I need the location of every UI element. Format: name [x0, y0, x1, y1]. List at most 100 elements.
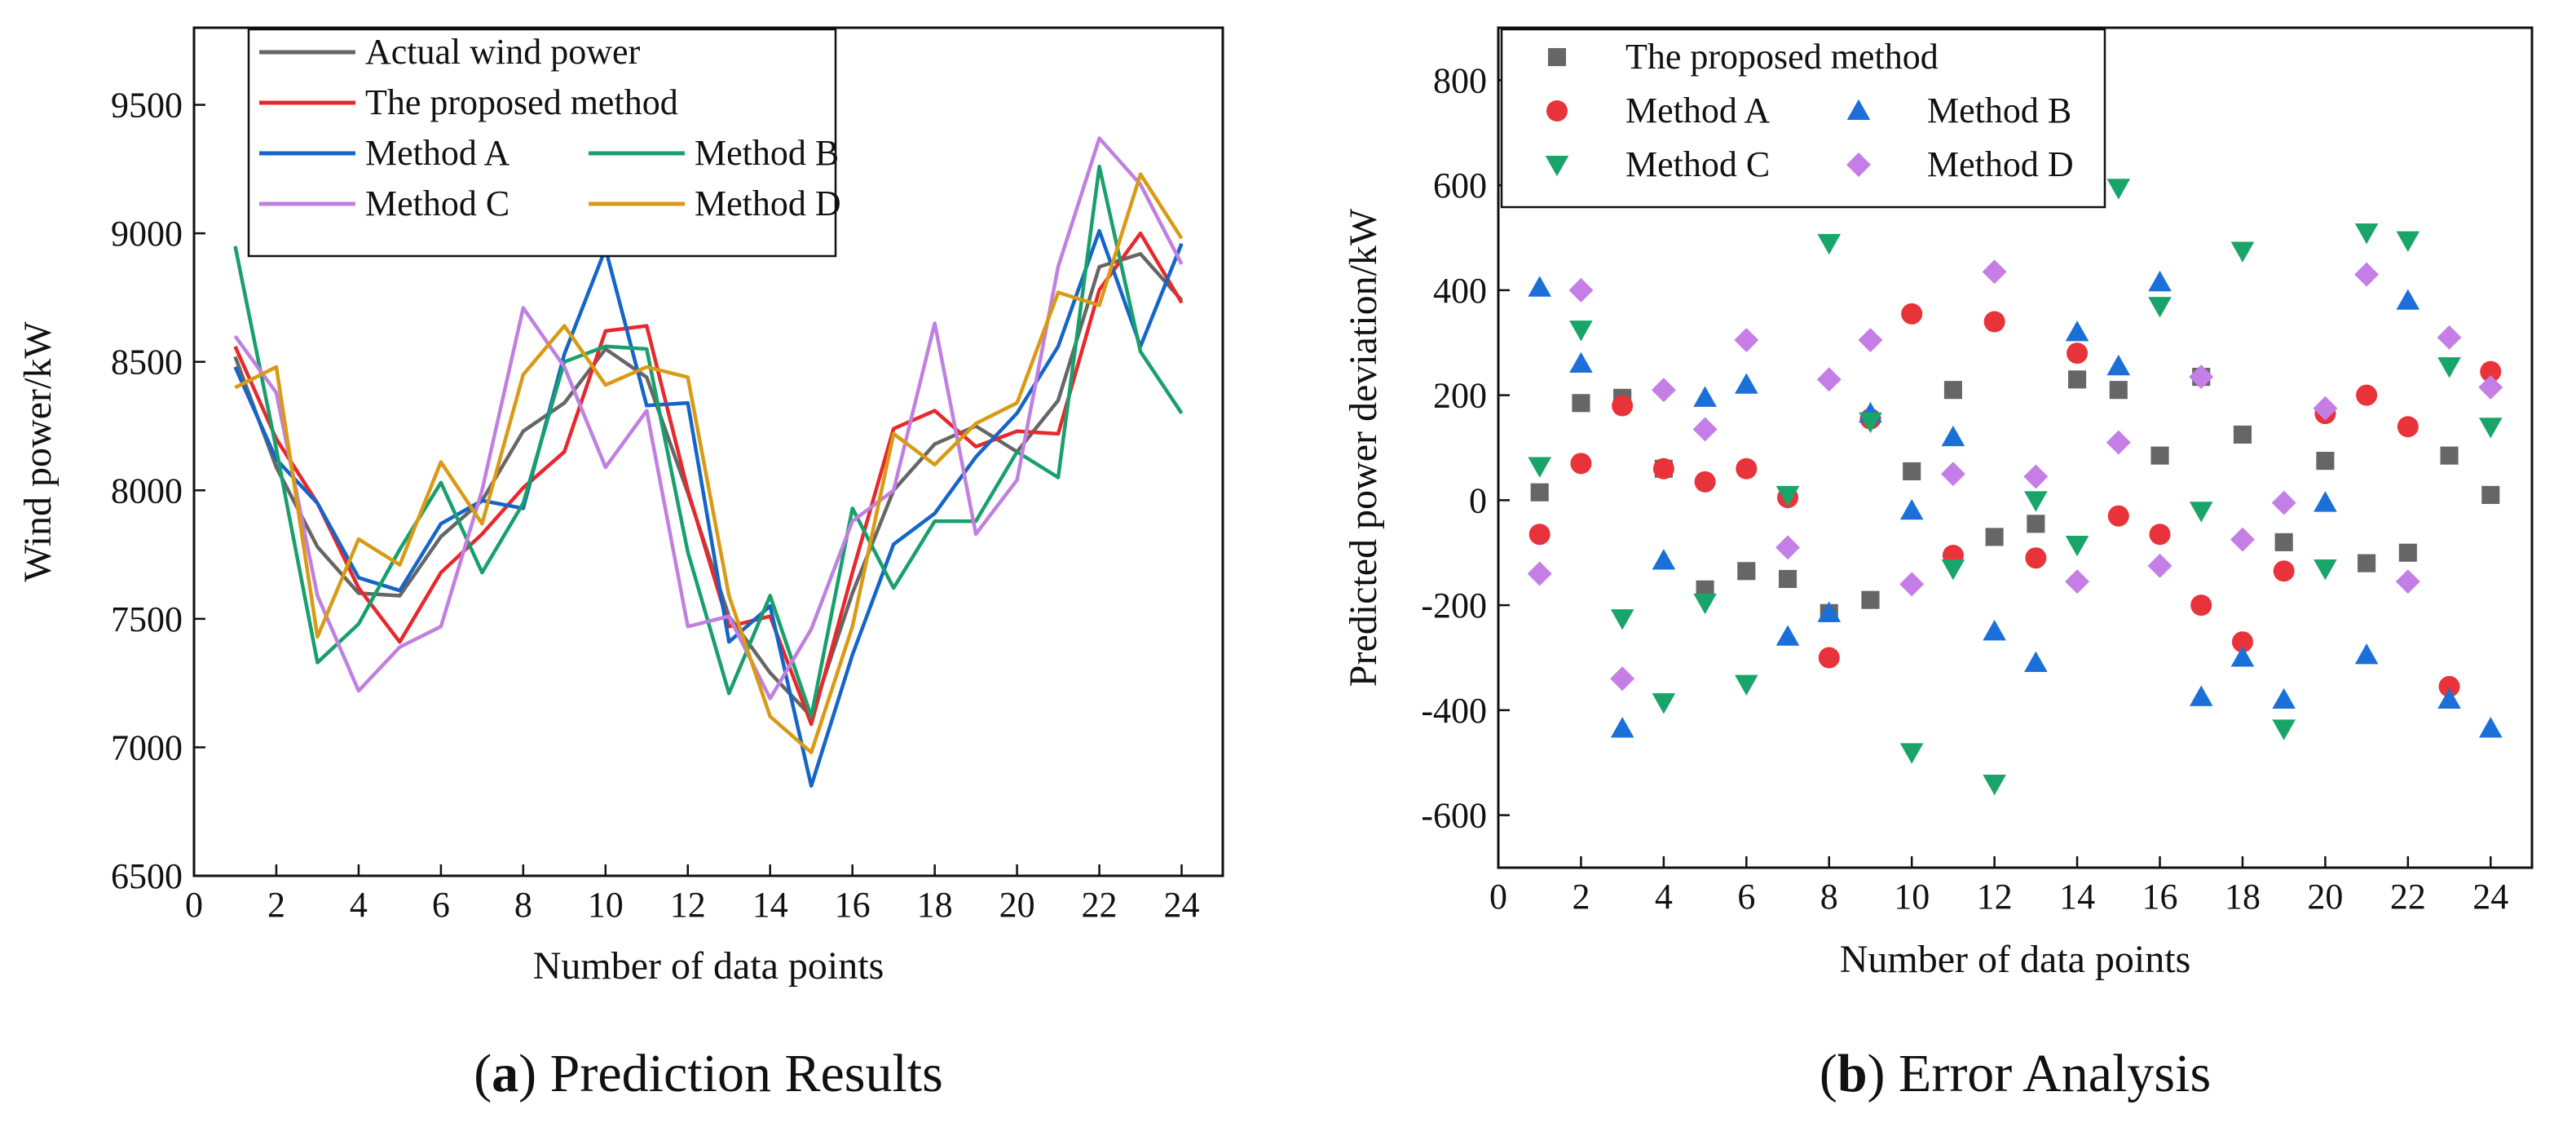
panel-a-x-tick-label: 0 [185, 885, 203, 925]
panel-b-x-tick-label: 2 [1572, 877, 1590, 917]
panel-b-x-tick-label: 22 [2390, 877, 2426, 917]
panel-b-caption: (b) Error Analysis [1820, 1044, 2211, 1103]
panel-b-point-1 [1528, 524, 1550, 546]
panel-a-x-tick-label: 8 [514, 885, 532, 925]
panel-b-point-4 [2437, 325, 2462, 350]
panel-a-series-line-5 [234, 172, 1184, 754]
panel-b-point-3 [2396, 231, 2420, 253]
panel-b-point-3 [2478, 418, 2503, 439]
panel-b-y-tick-label: 600 [1433, 166, 1487, 206]
panel-b-point-3 [1899, 743, 1924, 764]
panel-a-legend-label: Method B [695, 133, 839, 173]
panel-a-legend-box [247, 28, 837, 258]
panel-b-point-4 [2271, 490, 2296, 515]
panel-b-point-2 [2106, 354, 2131, 376]
panel-b-legend-marker [1846, 152, 1871, 177]
panel-b-point-0 [2481, 485, 2500, 504]
panel-b-point-4 [1982, 259, 2007, 285]
panel-b-caption-letter: b [1837, 1044, 1868, 1103]
panel-b-point-1 [2231, 631, 2253, 653]
panel-b-y-tick-label: 400 [1433, 271, 1487, 311]
panel-b-point-4 [1816, 367, 1842, 392]
panel-b-point-3 [2189, 502, 2213, 523]
panel-b-y-tick-label: -400 [1421, 691, 1487, 731]
panel-a-y-tick-label: 7500 [111, 599, 183, 639]
panel-b-point-1 [1736, 457, 1758, 480]
panel-b-point-4 [2230, 527, 2255, 552]
panel-b-point-2 [1941, 425, 1965, 447]
panel-b-legend-marker [1547, 47, 1567, 67]
panel-b-point-4 [2354, 262, 2380, 287]
panel-b-point-3 [1693, 593, 1717, 615]
panel-b-point-1 [2190, 594, 2212, 617]
panel-b-series [1527, 179, 2503, 796]
panel-b-ticks: 0 2 4 6 8 10 12 14 16 18 20 22 24-600-400-2000200400… [1421, 60, 2508, 917]
panel-b-point-4 [1899, 572, 1925, 597]
panel-a-legend: Actual wind power The proposed method Meth… [247, 28, 841, 258]
panel-a-x-tick-label: 14 [752, 885, 788, 925]
panel-a-caption-title: Prediction Results [550, 1044, 943, 1103]
panel-a-x-tick-label: 6 [432, 885, 450, 925]
panel-b-point-2 [1610, 717, 1634, 738]
panel-b-x-tick-label: 8 [1820, 877, 1838, 917]
panel-a-x-tick-label: 12 [670, 885, 706, 925]
panel-b-x-tick-label: 14 [2059, 877, 2095, 917]
panel-b-point-3 [1528, 457, 1552, 478]
panel-b-point-4 [1775, 535, 1800, 560]
panel-b-point-2 [1652, 549, 1676, 570]
panel-b-point-3 [1610, 609, 1634, 630]
panel-b-point-4 [2189, 365, 2214, 390]
panel-b-legend-label: Method D [1927, 144, 2074, 184]
panel-b-x-tick-label: 18 [2225, 877, 2261, 917]
panel-b-point-0 [2150, 446, 2169, 465]
panel-b-point-3 [1983, 774, 2006, 796]
panel-b-point-1 [1983, 311, 2005, 333]
panel-b-point-4 [1734, 328, 1759, 352]
panel-a-legend-label: Method D [695, 183, 841, 223]
panel-b-point-0 [1530, 483, 1549, 502]
panel-b-point-0 [1985, 528, 2004, 546]
panel-a-legend-label: The proposed method [365, 82, 678, 122]
panel-b-point-1 [1652, 457, 1674, 480]
panel-a-plot-frame [192, 26, 1224, 877]
panel-b-point-4 [2106, 430, 2131, 455]
panel-a-caption-letter: a [492, 1044, 518, 1103]
panel-b-x-tick-label: 4 [1655, 877, 1673, 917]
panel-b-point-1 [2273, 560, 2295, 582]
panel-b-point-2 [1775, 625, 1800, 646]
panel-b-point-3 [1941, 559, 1965, 581]
panel-b-legend-marker [1545, 155, 1569, 177]
panel-b-x-tick-label: 10 [1894, 877, 1930, 917]
panel-b-point-1 [2480, 360, 2502, 382]
panel-a-y-tick-label: 9500 [111, 86, 183, 126]
panel-b-x-tick-label: 6 [1737, 877, 1755, 917]
panel-b-point-2 [2478, 717, 2503, 738]
panel-b-point-4 [1858, 328, 1883, 352]
panel-a-y-tick-label: 8000 [111, 471, 183, 510]
panel-a-x-tick-label: 24 [1164, 885, 1200, 925]
panel-b-point-2 [2189, 685, 2213, 706]
panel-b-plot-frame [1497, 26, 2534, 869]
panel-b-point-0 [2027, 515, 2045, 533]
panel-a-x-tick-label: 18 [917, 885, 953, 925]
panel-a-y-tick-label: 8500 [111, 343, 183, 382]
panel-a-series [233, 136, 1184, 788]
panel-a-x-tick-label: 22 [1082, 885, 1118, 925]
panel-b-point-2 [2437, 687, 2461, 709]
panel-b-error-analysis: 0 2 4 6 8 10 12 14 16 18 20 22 24-600-400-2000200400… [1342, 26, 2534, 1103]
panel-b-point-3 [1652, 693, 1676, 714]
panel-b-y-axis-label: Predicted power deviation/kW [1342, 208, 1385, 687]
panel-b-y-tick-label: 200 [1433, 376, 1487, 416]
panel-a-x-tick-label: 20 [999, 885, 1035, 925]
panel-b-point-0 [1737, 562, 1756, 581]
panel-a-ticks: 0 2 4 6 8 10 12 14 16 18 20 22 246500700075008000850… [111, 86, 1200, 925]
panel-a-series-line-1 [233, 231, 1184, 727]
panel-b-point-2 [1528, 276, 1552, 297]
panel-b-point-0 [2109, 381, 2128, 400]
panel-b-point-3 [2314, 559, 2337, 581]
panel-a-x-tick-label: 2 [267, 885, 285, 925]
panel-a-legend-label: Method A [365, 133, 509, 173]
panel-b-legend-label: Method C [1625, 144, 1770, 184]
panel-b-legend: The proposed method Method A Method B Metho… [1500, 28, 2106, 209]
panel-b-point-3 [2148, 297, 2172, 318]
